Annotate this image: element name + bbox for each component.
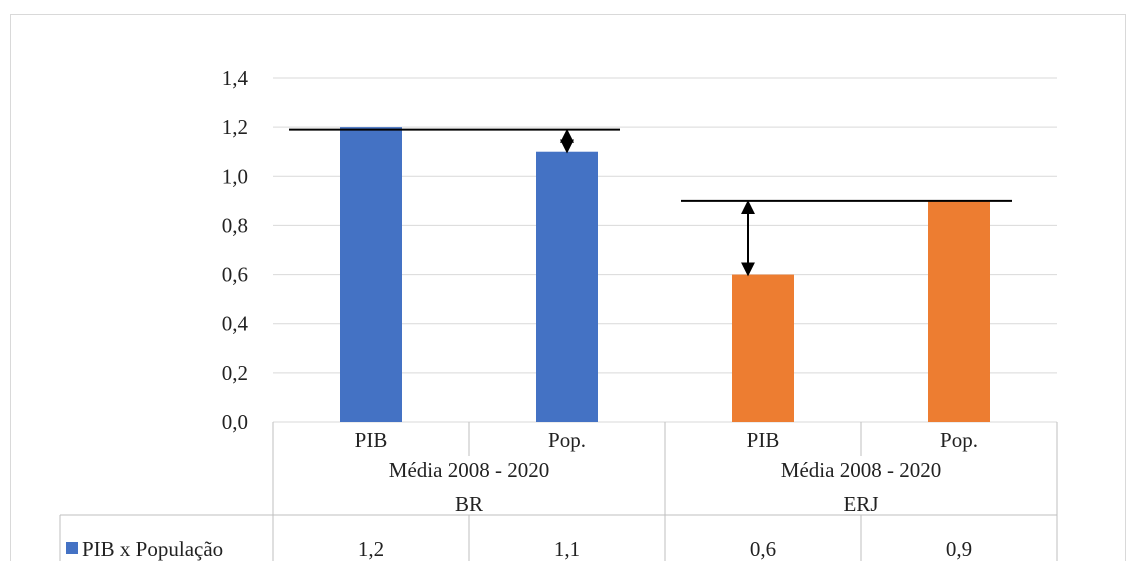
bar (536, 151, 598, 422)
legend-series-name: PIB x População (82, 537, 223, 561)
period-label: Média 2008 - 2020 (781, 458, 941, 482)
group-label: ERJ (843, 492, 878, 516)
period-label: Média 2008 - 2020 (389, 458, 549, 482)
y-axis-tick-labels: 0,0 0,2 0,4 0,6 0,8 1,0 1,2 1,4 (222, 66, 249, 434)
data-table-value: 1,2 (358, 537, 384, 561)
y-tick-label: 1,0 (222, 164, 248, 188)
data-table: PIB Pop. PIB Pop. Média 2008 - 2020 BR Média 2… (59, 422, 1058, 561)
y-tick-label: 1,4 (222, 66, 249, 90)
legend-swatch (66, 542, 78, 554)
y-tick-label: 0,4 (222, 312, 249, 336)
data-table-value: 0,9 (946, 537, 972, 561)
bar (340, 127, 402, 423)
bar (732, 274, 794, 422)
data-table-value: 0,6 (750, 537, 776, 561)
gridlines (273, 77, 1057, 423)
category-label: Pop. (548, 428, 586, 452)
y-tick-label: 0,0 (222, 410, 248, 434)
category-label: Pop. (940, 428, 978, 452)
group-label: BR (455, 492, 483, 516)
category-label: PIB (355, 428, 388, 452)
bar (928, 200, 990, 422)
chart-border (10, 14, 1126, 566)
data-table-value: 1,1 (554, 537, 580, 561)
bars (340, 127, 990, 423)
annotations (289, 128, 1012, 277)
y-tick-label: 1,2 (222, 115, 248, 139)
y-tick-label: 0,6 (222, 263, 248, 287)
y-tick-label: 0,8 (222, 213, 248, 237)
category-label: PIB (747, 428, 780, 452)
y-tick-label: 0,2 (222, 361, 248, 385)
